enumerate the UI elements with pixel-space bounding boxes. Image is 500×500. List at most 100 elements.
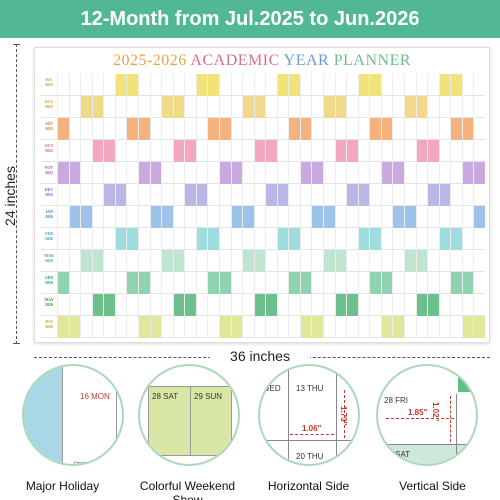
day-cell: [473, 206, 485, 228]
day-cell: [438, 140, 451, 162]
holiday-note: Presidents' Day: [74, 460, 102, 465]
day-cell: [380, 272, 393, 294]
day-cell: [427, 250, 439, 272]
day-cell: [415, 272, 428, 294]
day-cell: [91, 118, 104, 140]
day-cell: [334, 96, 347, 118]
day-cell: [276, 294, 289, 316]
day-cell: [137, 140, 150, 162]
day-cell: [91, 162, 104, 184]
planner-title: 2025-2026 ACADEMIC YEAR PLANNER: [35, 52, 489, 70]
day-cell: [184, 272, 196, 294]
day-cell: [230, 272, 243, 294]
day-cell: [473, 250, 485, 272]
day-cell: [126, 316, 138, 338]
day-cell: [242, 206, 254, 228]
day-cell: [473, 140, 485, 162]
day-cell: [207, 228, 219, 250]
day-cell: [288, 316, 300, 338]
day-cell: [242, 184, 254, 206]
day-cell: [91, 140, 104, 162]
day-cell: [392, 118, 404, 140]
cell-height-label: 1.02": [431, 402, 440, 422]
day-cell: [126, 250, 138, 272]
day-thu-13: 13 THU: [296, 384, 324, 393]
day-cell: [450, 96, 462, 118]
day-cell: [415, 206, 428, 228]
day-cell: [57, 228, 69, 250]
day-cell: [427, 118, 439, 140]
day-cell: [114, 184, 127, 206]
day-cell: [334, 228, 347, 250]
month-row: DEC 2025: [41, 184, 485, 206]
day-cell: [380, 96, 393, 118]
day-cell: [161, 162, 173, 184]
cell-border: [456, 394, 457, 464]
day-cell: [207, 118, 219, 140]
day-cell: [91, 250, 104, 272]
day-cell: [311, 228, 323, 250]
day-cell: [195, 206, 208, 228]
weekend-shade: [378, 444, 476, 464]
day-cell: [230, 228, 243, 250]
month-label: MAY 2026: [44, 297, 54, 307]
day-cell: [276, 316, 289, 338]
day-cell: [392, 74, 404, 96]
day-cell: [218, 228, 231, 250]
day-cell: [415, 96, 428, 118]
day-cell: [415, 140, 428, 162]
cell-border: [190, 386, 191, 456]
day-cell: [80, 272, 92, 294]
day-cell: [207, 96, 219, 118]
day-cell: [334, 206, 347, 228]
day-cell: [334, 162, 347, 184]
day-cell: [195, 140, 208, 162]
day-cell: [68, 272, 81, 294]
day-cell: [299, 118, 312, 140]
day-cell: [207, 316, 219, 338]
day-cell: [184, 162, 196, 184]
day-cell: [438, 74, 451, 96]
day-cell: [380, 294, 393, 316]
day-cell: [404, 228, 416, 250]
day-cell: [357, 272, 370, 294]
day-cell: [450, 272, 462, 294]
day-cell: [172, 96, 185, 118]
day-cell: [392, 96, 404, 118]
day-cell: [218, 272, 231, 294]
day-cell: [450, 294, 462, 316]
day-cell: [68, 140, 81, 162]
month-row: JUN 2026: [41, 316, 485, 338]
detail-weekend: 28 SAT 29 SUN: [128, 364, 240, 466]
corner-shade: [116, 384, 122, 392]
month-label: JUN 2026: [45, 319, 53, 329]
day-cell: [334, 316, 347, 338]
day-cell: [80, 184, 92, 206]
day-cell: [230, 140, 243, 162]
day-cell: [80, 118, 92, 140]
cell-border: [336, 366, 337, 464]
planner-title-academic: ACADEMIC: [190, 52, 284, 69]
day-cell: [68, 316, 81, 338]
day-cell: [334, 74, 347, 96]
month-row: APR 2026: [41, 272, 485, 294]
day-cell: [242, 250, 254, 272]
day-cell: [68, 96, 81, 118]
day-cell: [311, 140, 323, 162]
day-cell: [68, 294, 81, 316]
day-cell: [392, 228, 404, 250]
day-cell: [126, 228, 138, 250]
month-label: AUG 2025: [44, 99, 54, 109]
day-cell: [404, 162, 416, 184]
day-cell: [126, 184, 138, 206]
day-cell: [161, 74, 173, 96]
day-cell: [380, 140, 393, 162]
day-cell: [438, 228, 451, 250]
day-cell: [184, 184, 196, 206]
day-cell: [265, 140, 277, 162]
day-cell: [404, 294, 416, 316]
day-cell: [114, 140, 127, 162]
banner-title: 12-Month from Jul.2025 to Jun.2026: [0, 0, 500, 38]
day-cell: [114, 272, 127, 294]
day-cell: [334, 294, 347, 316]
